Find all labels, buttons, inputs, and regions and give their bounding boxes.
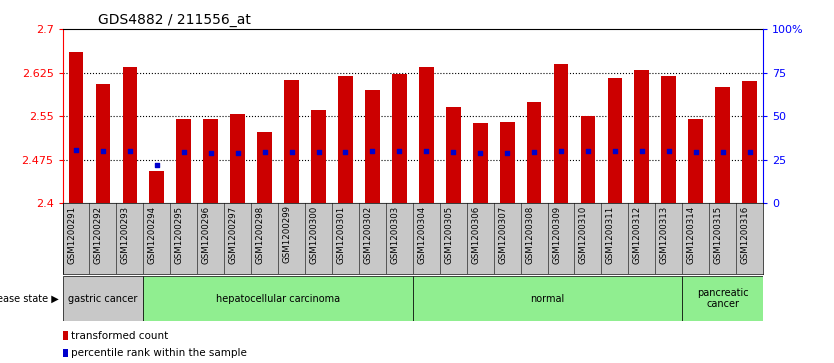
Point — [662, 148, 676, 154]
Text: GSM1200302: GSM1200302 — [364, 205, 373, 264]
Text: GSM1200315: GSM1200315 — [714, 205, 723, 264]
Point — [123, 148, 137, 154]
Bar — [580, 116, 595, 203]
Text: disease state ▶: disease state ▶ — [0, 294, 58, 303]
Text: GSM1200310: GSM1200310 — [579, 205, 588, 264]
Text: GSM1200309: GSM1200309 — [552, 205, 561, 264]
Point — [258, 149, 271, 155]
Bar — [554, 64, 569, 203]
Point — [339, 149, 352, 155]
Point — [231, 150, 244, 156]
Bar — [123, 67, 138, 203]
Text: GSM1200301: GSM1200301 — [336, 205, 345, 264]
Text: GSM1200294: GSM1200294 — [148, 205, 157, 264]
Bar — [688, 119, 703, 203]
Bar — [365, 90, 379, 203]
Text: GSM1200291: GSM1200291 — [67, 205, 76, 264]
Text: GSM1200308: GSM1200308 — [525, 205, 534, 264]
FancyBboxPatch shape — [63, 276, 143, 321]
Point — [555, 148, 568, 154]
Point — [150, 162, 163, 168]
Point — [446, 149, 460, 155]
Text: normal: normal — [530, 294, 565, 303]
Text: GSM1200300: GSM1200300 — [309, 205, 319, 264]
Point — [689, 149, 702, 155]
Bar — [446, 107, 460, 203]
Text: GSM1200316: GSM1200316 — [741, 205, 750, 264]
Text: GSM1200293: GSM1200293 — [121, 205, 130, 264]
Bar — [203, 119, 219, 203]
Bar — [716, 87, 730, 203]
Point — [366, 148, 379, 154]
Point — [527, 149, 540, 155]
Bar — [63, 331, 68, 340]
FancyBboxPatch shape — [143, 276, 413, 321]
Text: GSM1200305: GSM1200305 — [445, 205, 453, 264]
Text: gastric cancer: gastric cancer — [68, 294, 138, 303]
Bar — [284, 79, 299, 203]
Bar — [500, 122, 515, 203]
Point — [420, 148, 433, 154]
Point — [285, 149, 299, 155]
Bar — [635, 70, 650, 203]
Text: GSM1200292: GSM1200292 — [94, 205, 103, 264]
Point — [743, 149, 756, 155]
Text: GSM1200314: GSM1200314 — [686, 205, 696, 264]
Bar — [527, 102, 541, 203]
Point — [312, 149, 325, 155]
Point — [581, 148, 595, 154]
Text: GSM1200306: GSM1200306 — [471, 205, 480, 264]
Text: GSM1200304: GSM1200304 — [417, 205, 426, 264]
Point — [69, 147, 83, 153]
Bar — [149, 171, 164, 203]
Bar — [96, 84, 110, 203]
Bar — [230, 114, 245, 203]
Text: percentile rank within the sample: percentile rank within the sample — [71, 348, 247, 358]
Point — [500, 150, 514, 156]
Bar — [338, 76, 353, 203]
FancyBboxPatch shape — [413, 276, 682, 321]
Text: GSM1200299: GSM1200299 — [283, 205, 292, 264]
Point — [608, 148, 621, 154]
Text: transformed count: transformed count — [71, 331, 168, 340]
Point — [177, 149, 190, 155]
Point — [204, 150, 218, 156]
Point — [636, 148, 649, 154]
FancyBboxPatch shape — [682, 276, 763, 321]
Bar — [63, 348, 68, 357]
Point — [716, 149, 730, 155]
Point — [96, 148, 109, 154]
Bar — [311, 110, 326, 203]
Bar — [607, 78, 622, 203]
Bar — [419, 67, 434, 203]
Text: pancreatic
cancer: pancreatic cancer — [697, 288, 748, 309]
Text: GSM1200307: GSM1200307 — [498, 205, 507, 264]
Text: GSM1200303: GSM1200303 — [390, 205, 399, 264]
Text: GSM1200298: GSM1200298 — [256, 205, 264, 264]
Text: GSM1200311: GSM1200311 — [606, 205, 615, 264]
Text: GSM1200296: GSM1200296 — [202, 205, 211, 264]
Bar — [68, 52, 83, 203]
Bar — [257, 132, 272, 203]
Bar — [742, 81, 757, 203]
Bar — [473, 123, 488, 203]
Text: GSM1200295: GSM1200295 — [175, 205, 183, 264]
Bar — [392, 74, 407, 203]
Text: GDS4882 / 211556_at: GDS4882 / 211556_at — [98, 13, 250, 26]
Text: hepatocellular carcinoma: hepatocellular carcinoma — [216, 294, 340, 303]
Bar — [177, 119, 191, 203]
Text: GSM1200313: GSM1200313 — [660, 205, 669, 264]
Text: GSM1200312: GSM1200312 — [633, 205, 642, 264]
Point — [474, 150, 487, 156]
Point — [393, 148, 406, 154]
Text: GSM1200297: GSM1200297 — [229, 205, 238, 264]
Bar — [661, 76, 676, 203]
